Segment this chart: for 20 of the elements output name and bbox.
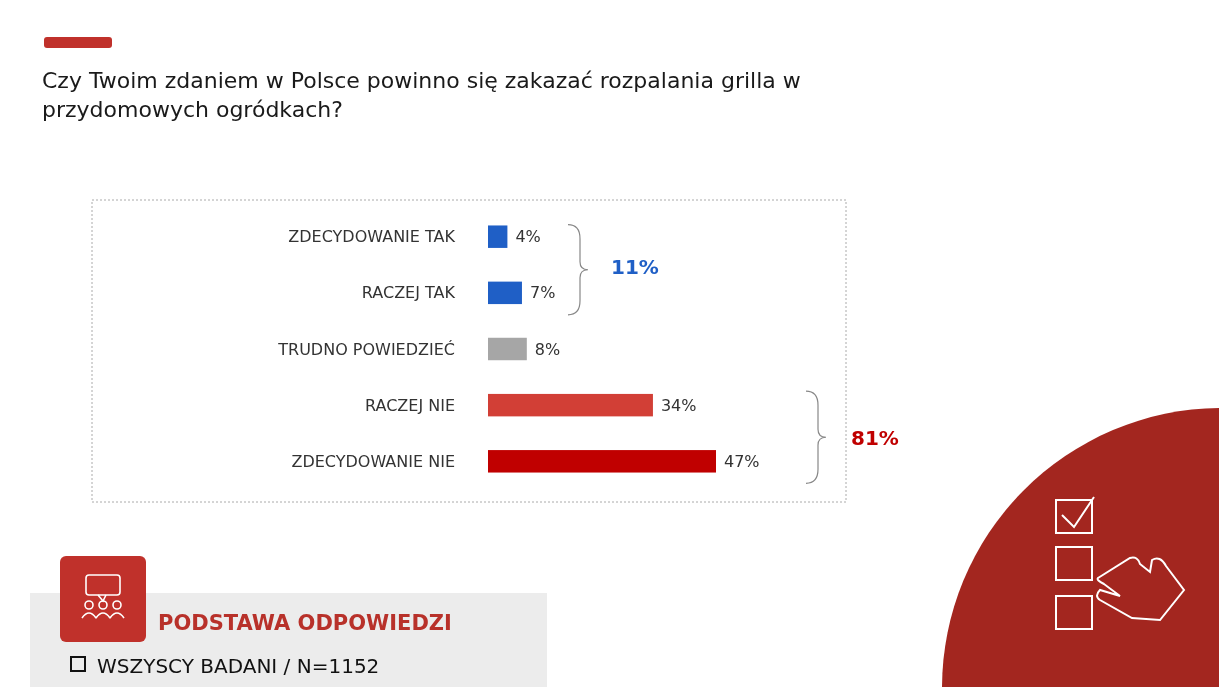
- data-label: 4%: [515, 227, 541, 247]
- chart-title: Czy Twoim zdaniem w Polsce powinno się zakazać rozpalania grilla w przydomowych ogródkach?: [42, 68, 801, 122]
- bar: [488, 337, 527, 361]
- data-label: 47%: [724, 451, 760, 471]
- text: 81%: [851, 426, 899, 451]
- y-tick-label: ZDECYDOWANIE TAK: [288, 227, 456, 247]
- annotation: 11%: [611, 254, 659, 279]
- data-label: 34%: [660, 395, 697, 415]
- bar: [488, 393, 653, 417]
- bar: [488, 450, 716, 473]
- text: PODSTAWA ODPOWIEDZI: [158, 611, 452, 635]
- text: WSZYSCY BADANI / N=1152: [97, 654, 380, 678]
- bar: [488, 225, 508, 248]
- y-tick-label: TRUDNO POWIEDZIEĆ: [277, 339, 455, 359]
- bar: [488, 281, 522, 305]
- y-tick-label: RACZEJ TAK: [361, 283, 456, 303]
- y-tick-label: RACZEJ NIE: [365, 395, 455, 415]
- data-label: 8%: [534, 339, 561, 359]
- data-label: 7%: [529, 283, 556, 303]
- y-tick-label: ZDECYDOWANIE NIE: [291, 451, 455, 471]
